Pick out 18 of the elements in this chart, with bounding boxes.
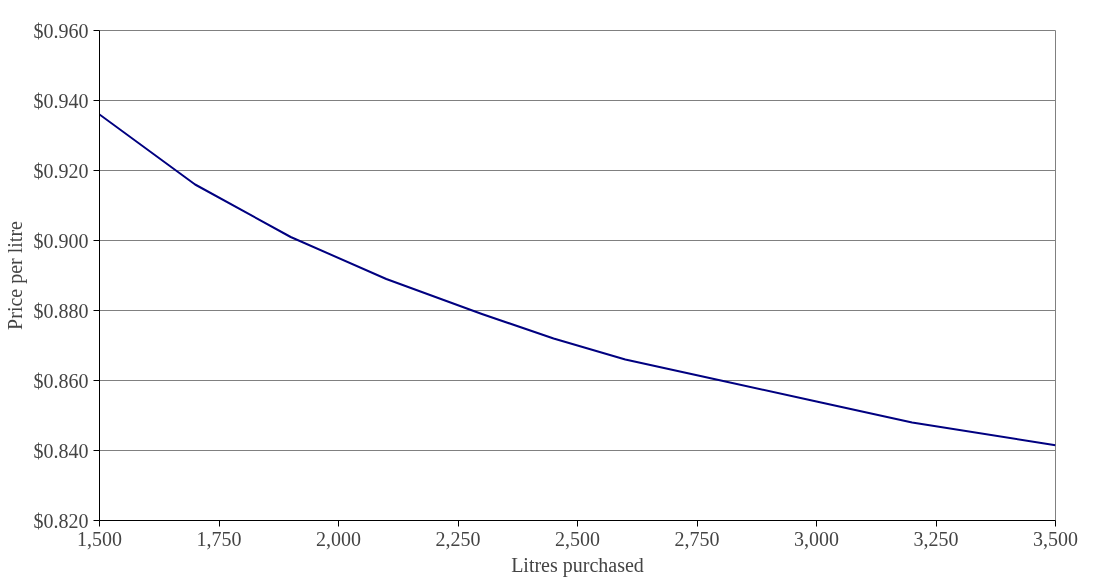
y-tick-label: $0.860 (33, 369, 89, 392)
x-tick-label: 3,000 (794, 527, 839, 550)
x-tick-label: 2,500 (555, 527, 600, 550)
x-tick-label: 3,250 (913, 527, 959, 550)
x-axis-title: Litres purchased (511, 553, 644, 577)
y-tick-label: $0.960 (33, 19, 89, 42)
y-tick-label: $0.840 (33, 439, 89, 462)
x-tick-label: 2,000 (316, 527, 361, 550)
y-tick-label: $0.940 (33, 89, 89, 112)
x-tick-label: 2,750 (674, 527, 720, 550)
y-tick-label: $0.920 (33, 159, 89, 182)
y-tick-label: $0.880 (33, 299, 89, 322)
y-tick-label: $0.900 (33, 229, 89, 252)
x-tick-label: 1,750 (196, 527, 242, 550)
x-tick-label: 2,250 (435, 527, 481, 550)
line-series (99, 113, 1056, 447)
y-axis-title: Price per litre (3, 220, 27, 330)
x-tick-label: 3,500 (1033, 527, 1078, 550)
